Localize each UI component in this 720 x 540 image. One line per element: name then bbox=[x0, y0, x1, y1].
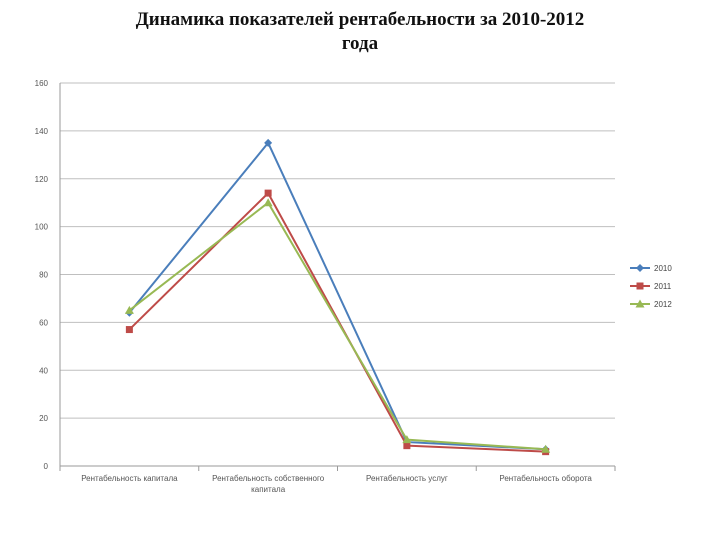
series-layer bbox=[124, 138, 551, 456]
page-title-line-2: года bbox=[341, 33, 379, 54]
data-point-2012 bbox=[124, 305, 134, 314]
data-point-2010 bbox=[264, 138, 273, 147]
y-tick-label: 100 bbox=[35, 223, 49, 232]
x-tick-label: Рентабельность собственного капитала bbox=[212, 474, 325, 494]
y-tick-label: 160 bbox=[35, 79, 49, 88]
x-tick-label: Рентабельность капитала bbox=[81, 474, 178, 483]
legend-marker-2012 bbox=[635, 299, 645, 308]
series-line-2010 bbox=[128, 141, 546, 451]
legend-label-2010: 2010 bbox=[654, 264, 672, 273]
legend-label-2011: 2011 bbox=[654, 282, 672, 291]
legend-marker-2011 bbox=[636, 282, 644, 290]
y-tick-label: 0 bbox=[44, 462, 49, 471]
y-tick-label: 80 bbox=[39, 271, 48, 280]
y-tick-label: 120 bbox=[35, 175, 49, 184]
data-point-2011 bbox=[264, 189, 272, 197]
grid bbox=[60, 82, 615, 467]
axes: 0 20 40 60 80 100 120 140 160 Рентабельность капи… bbox=[35, 79, 616, 494]
y-tick-label: 40 bbox=[39, 366, 48, 375]
data-point-2011 bbox=[125, 326, 133, 334]
legend: 2010 2011 2012 bbox=[630, 264, 672, 309]
data-point-2011 bbox=[403, 442, 411, 450]
legend-marker-2010 bbox=[636, 264, 644, 272]
page-title-line-1: Динамика показателей рентабельности за 2… bbox=[135, 9, 585, 30]
x-tick-label: Рентабельность услуг bbox=[366, 474, 448, 483]
data-point-2012 bbox=[541, 444, 551, 453]
y-tick-label: 140 bbox=[35, 127, 49, 136]
y-tick-label: 20 bbox=[39, 414, 48, 423]
legend-label-2012: 2012 bbox=[654, 300, 672, 309]
y-tick-label: 60 bbox=[39, 318, 48, 327]
x-tick-label: Рентабельность оборота bbox=[499, 474, 592, 483]
series-line-2012 bbox=[128, 201, 546, 451]
data-point-2012 bbox=[402, 435, 412, 444]
page-title: Динамика показателей рентабельности за 2… bbox=[100, 8, 620, 56]
data-point-2012 bbox=[263, 198, 273, 207]
